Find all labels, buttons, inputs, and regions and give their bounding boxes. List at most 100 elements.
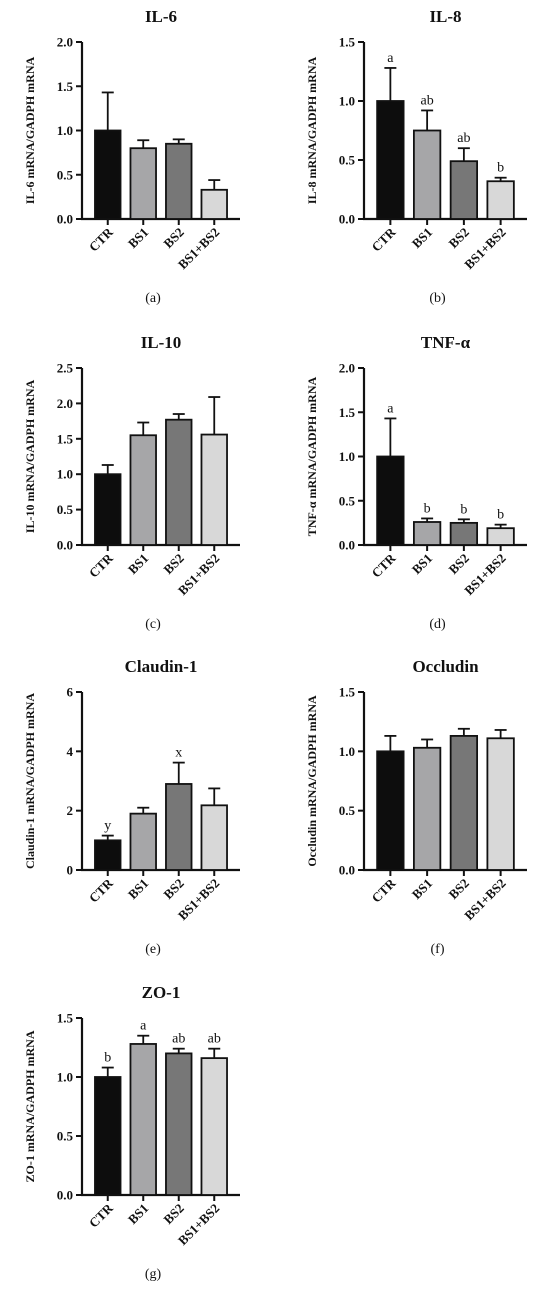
bar [200, 804, 228, 871]
panel-caption: (g) [145, 1267, 162, 1282]
bar [412, 129, 442, 220]
chart-panel-4: TNF-α 0.0 0.5 1.0 1.5 2.0 TNF-α mRNA/GADPH mRN… [305, 333, 527, 632]
x-category-label: CTR [86, 875, 116, 905]
y-tick-label: 1.5 [339, 685, 356, 700]
significance-letter: ab [208, 1032, 221, 1047]
y-tick-label: 0 [67, 863, 74, 878]
bar [449, 160, 479, 220]
x-category-label: BS1 [125, 225, 151, 251]
y-tick-label: 0.0 [339, 212, 355, 227]
chart-panel-3: IL-10 0.0 0.5 1.0 1.5 2.0 2.5 IL-10 mRNA/GADPH … [23, 333, 240, 632]
x-category-label: BS1 [409, 551, 435, 577]
chart-panel-7: ZO-1 0.0 0.5 1.0 1.5 ZO-1 mRNA/GADPH mRNA b CTR… [23, 983, 240, 1282]
y-tick-label: 2.0 [339, 361, 355, 376]
y-axis-label: ZO-1 mRNA/GADPH mRNA [23, 1030, 37, 1182]
x-category-label: BS1 [125, 1201, 151, 1227]
chart-title: IL-10 [141, 333, 182, 352]
y-tick-label: 1.5 [57, 79, 74, 94]
y-tick-label: 6 [67, 685, 74, 700]
y-tick-label: 0.5 [57, 1129, 74, 1144]
significance-letter: b [497, 508, 504, 523]
chart-title: Occludin [412, 657, 479, 676]
y-tick-label: 1.5 [339, 405, 356, 420]
y-tick-label: 1.0 [57, 467, 73, 482]
x-category-label: BS2 [160, 551, 186, 577]
bar [129, 812, 157, 871]
y-tick-label: 2.0 [57, 396, 73, 411]
y-tick-label: 1.5 [57, 431, 74, 446]
y-axis-label: TNF-α mRNA/GADPH mRNA [305, 377, 319, 537]
significance-letter: b [104, 1051, 111, 1066]
y-tick-label: 0.0 [57, 1188, 73, 1203]
x-category-label: BS2 [160, 1201, 186, 1227]
x-category-label: CTR [86, 550, 116, 580]
chart-panel-1: IL-6 0.0 0.5 1.0 1.5 2.0 IL-6 mRNA/GADPH mRNA C… [23, 7, 240, 306]
x-category-label: BS1 [409, 225, 435, 251]
y-axis-label: Claudin-1 mRNA/GADPH mRNA [23, 693, 37, 869]
y-axis-label: IL-10 mRNA/GADPH mRNA [23, 380, 37, 534]
y-tick-label: 0.0 [57, 212, 73, 227]
x-category-label: BS1 [125, 551, 151, 577]
bar [486, 180, 515, 220]
x-category-label: CTR [86, 1200, 116, 1230]
panel-caption: (d) [429, 617, 446, 632]
x-category-label: BS2 [446, 876, 472, 902]
bar [486, 527, 515, 546]
y-tick-label: 1.0 [57, 123, 73, 138]
bar [412, 521, 442, 546]
y-tick-label: 1.0 [339, 449, 355, 464]
significance-letter: y [104, 819, 111, 834]
y-tick-label: 0.5 [339, 493, 356, 508]
significance-letter: a [140, 1019, 147, 1034]
panel-caption: (c) [145, 617, 161, 632]
y-tick-label: 4 [67, 744, 74, 759]
bar [129, 434, 157, 546]
x-category-label: CTR [86, 224, 116, 254]
significance-letter: a [387, 51, 394, 66]
y-tick-label: 0.5 [57, 167, 74, 182]
significance-letter: a [387, 401, 394, 416]
y-tick-label: 0.0 [339, 538, 355, 553]
x-category-label: CTR [368, 875, 398, 905]
bar [94, 473, 122, 546]
y-tick-label: 0.0 [57, 538, 73, 553]
chart-panel-5: Claudin-1 0 2 4 6 Claudin-1 mRNA/GADPH mRNA y C… [23, 657, 240, 957]
significance-letter: b [497, 161, 504, 176]
x-category-label: BS2 [446, 225, 472, 251]
panel-caption: (a) [145, 291, 161, 306]
significance-letter: x [175, 746, 182, 761]
x-category-label: BS2 [446, 551, 472, 577]
chart-title: ZO-1 [142, 983, 181, 1002]
bar [486, 737, 515, 871]
chart-panel-6: Occludin 0.0 0.5 1.0 1.5 Occludin mRNA/GADPH … [305, 657, 527, 957]
y-axis-label: IL-8 mRNA/GADPH mRNA [305, 57, 319, 205]
bar [165, 142, 193, 220]
chart-title: TNF-α [421, 333, 471, 352]
y-tick-label: 0.0 [339, 863, 355, 878]
bar [200, 433, 228, 546]
bar [94, 839, 122, 871]
chart-title: IL-6 [145, 7, 177, 26]
significance-letter: b [460, 502, 467, 517]
y-tick-label: 2.5 [57, 361, 74, 376]
bar [129, 1043, 157, 1196]
bar [376, 100, 405, 220]
significance-letter: b [424, 501, 431, 516]
bar [165, 418, 193, 546]
y-axis-label: IL-6 mRNA/GADPH mRNA [23, 57, 37, 205]
y-tick-label: 1.0 [339, 744, 355, 759]
bar [129, 147, 157, 220]
y-tick-label: 2.0 [57, 35, 73, 50]
x-category-label: BS1 [409, 876, 435, 902]
x-category-label: BS2 [160, 876, 186, 902]
bar [412, 746, 442, 871]
panel-caption: (b) [429, 291, 446, 306]
bar [449, 735, 479, 871]
y-tick-label: 2 [67, 803, 74, 818]
y-tick-label: 1.5 [57, 1011, 74, 1026]
bar [449, 521, 479, 546]
panel-caption: (e) [145, 942, 161, 957]
bar [165, 783, 193, 871]
x-category-label: CTR [368, 550, 398, 580]
